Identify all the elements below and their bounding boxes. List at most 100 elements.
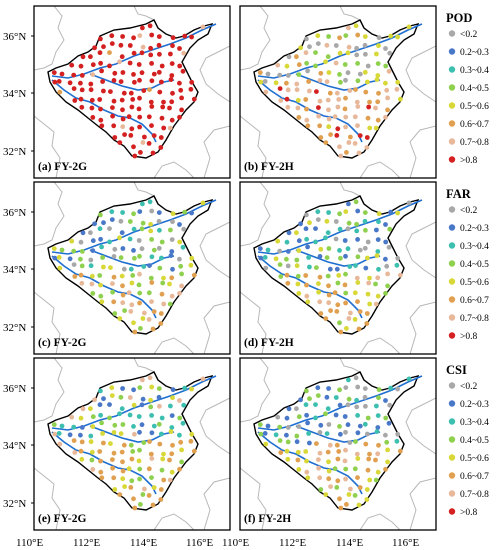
station-point xyxy=(345,246,351,252)
station-point xyxy=(325,273,331,279)
station-point xyxy=(189,79,195,85)
station-point xyxy=(353,199,359,205)
station-point xyxy=(335,456,341,462)
legend-swatch xyxy=(448,206,456,213)
station-point xyxy=(295,105,301,111)
station-point xyxy=(107,63,112,69)
station-point xyxy=(355,413,360,418)
station-point xyxy=(98,236,103,242)
station-point xyxy=(343,253,348,259)
station-point xyxy=(355,384,361,390)
station-point xyxy=(132,505,138,511)
station-point xyxy=(177,239,183,245)
station-point xyxy=(406,24,412,30)
station-point xyxy=(92,45,97,51)
station-point xyxy=(317,475,323,481)
station-point xyxy=(395,431,401,437)
station-point xyxy=(177,398,182,403)
station-point xyxy=(140,396,146,402)
station-point xyxy=(383,466,388,472)
river-line xyxy=(295,249,381,267)
station-point xyxy=(333,236,339,242)
station-point xyxy=(136,62,142,67)
station-point xyxy=(306,255,311,260)
station-point xyxy=(99,68,104,74)
station-point xyxy=(395,34,400,40)
y-tick-label: 36°N xyxy=(3,207,26,219)
panel-label-e: (e) FY-2G xyxy=(38,513,86,525)
station-point xyxy=(338,79,343,85)
station-point xyxy=(374,429,380,434)
station-point xyxy=(257,246,263,252)
station-point xyxy=(110,113,115,119)
neighbor-border-line xyxy=(34,467,61,530)
legend-swatch xyxy=(448,472,456,479)
station-point xyxy=(167,105,172,111)
station-point xyxy=(147,199,153,205)
station-point xyxy=(294,230,299,236)
station-point xyxy=(375,469,381,475)
station-point xyxy=(395,255,401,261)
station-point xyxy=(278,274,284,279)
station-point xyxy=(79,425,85,430)
station-point xyxy=(386,244,392,250)
river-line xyxy=(257,431,363,495)
station-point xyxy=(374,253,380,258)
neighbor-border-line xyxy=(240,182,271,247)
station-point xyxy=(265,423,271,429)
station-point xyxy=(88,439,94,445)
station-point xyxy=(273,432,279,438)
station-point xyxy=(364,145,370,150)
station-point xyxy=(296,62,302,68)
station-point xyxy=(295,281,301,287)
station-point xyxy=(112,135,118,140)
station-point xyxy=(284,448,290,454)
station-point xyxy=(149,299,154,304)
station-point xyxy=(348,486,353,492)
station-point xyxy=(142,310,147,316)
station-point xyxy=(90,414,96,420)
station-point xyxy=(139,226,145,232)
legend-pod: POD <0.2 0.2~0.3 0.3~0.4 0.4~0.5 0.5~0.6 0.6~… xyxy=(446,11,489,166)
station-point xyxy=(375,425,381,430)
station-point xyxy=(57,265,63,271)
station-point xyxy=(355,32,361,38)
station-point xyxy=(323,316,329,321)
station-point xyxy=(126,290,132,296)
station-point xyxy=(148,397,154,403)
station-point xyxy=(200,376,206,382)
station-point xyxy=(325,230,331,236)
station-point xyxy=(146,290,152,296)
station-point xyxy=(353,263,358,268)
station-point xyxy=(317,430,323,435)
station-point xyxy=(100,431,105,436)
station-point xyxy=(88,263,94,269)
station-point xyxy=(365,255,370,261)
station-point xyxy=(383,256,388,262)
neighbor-border-line xyxy=(203,477,230,530)
station-point xyxy=(333,43,339,48)
station-point xyxy=(111,299,117,305)
station-point xyxy=(315,393,321,398)
station-point xyxy=(149,208,155,214)
station-point xyxy=(318,246,324,252)
station-point xyxy=(373,125,379,131)
station-point xyxy=(128,266,134,272)
station-point xyxy=(383,415,389,421)
station-point xyxy=(257,70,263,75)
station-point xyxy=(385,271,390,277)
station-point xyxy=(148,451,154,457)
station-point xyxy=(88,87,94,93)
station-point xyxy=(278,98,284,103)
river-line xyxy=(89,425,175,443)
station-point xyxy=(363,441,369,447)
station-point xyxy=(101,264,106,270)
river-line xyxy=(89,73,175,91)
station-point xyxy=(386,68,392,74)
station-point xyxy=(121,442,127,448)
station-point xyxy=(120,107,125,113)
station-point xyxy=(137,466,143,472)
station-point xyxy=(170,90,175,96)
station-point xyxy=(332,114,338,120)
station-point xyxy=(147,375,153,381)
